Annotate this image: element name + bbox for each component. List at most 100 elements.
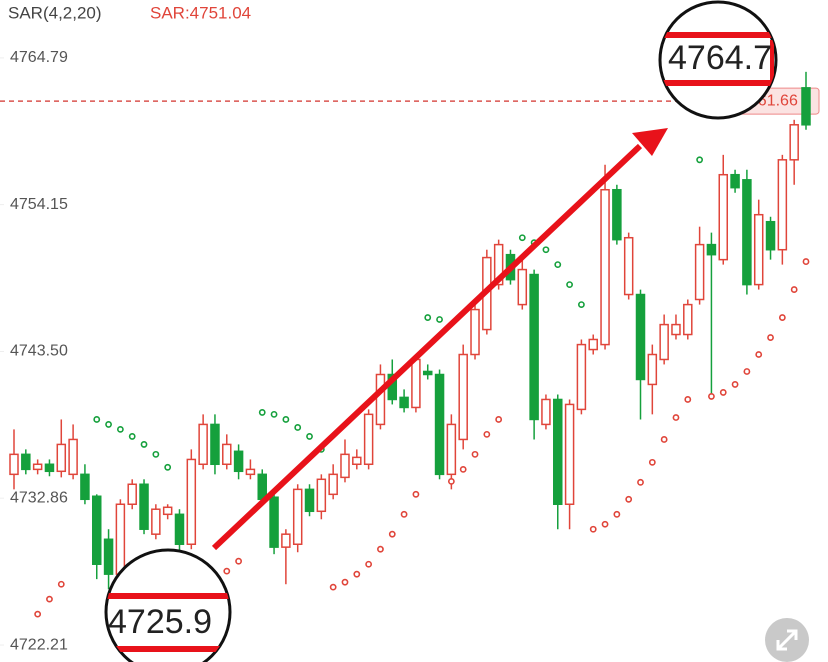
sar-dot [802,258,810,265]
sar-dot [778,314,786,321]
candle-body [623,236,634,296]
sar-dot [578,301,585,308]
sar-dot [353,570,361,578]
sar-dot [731,381,739,388]
sar-dot [93,416,101,423]
sar-dot [152,450,160,458]
sar-dot [566,281,573,289]
sar-dot [235,557,242,565]
sar-dot [329,583,337,591]
candle-body [434,373,445,476]
candle-body [281,533,291,548]
magnifier-bottom: 4725.9 [104,548,232,662]
candle-body [174,513,185,545]
candle-body [765,220,776,251]
candle-body [411,358,421,409]
candle-body [103,538,114,575]
candle-body [151,508,161,535]
candle-body [789,124,799,161]
candle-body [162,506,173,516]
magnified-price: 4725.9 [108,603,212,641]
candle-body [493,243,504,286]
sar-dot [128,433,136,440]
candle-body [21,453,31,471]
sar-dot [483,430,491,438]
sar-dot [223,567,231,575]
sar-dot [57,580,65,588]
sar-dot [743,368,751,375]
candle-body [68,438,78,476]
candle-body [470,308,480,356]
sar-dot [471,450,479,458]
candle-body [32,463,43,471]
sar-dot [258,409,266,416]
sar-dot [388,530,396,538]
candle-body [399,396,409,409]
sar-dot [459,465,467,473]
candle-body [529,273,539,421]
sar-dot [282,416,290,423]
y-tick-label: 4722.21 [10,636,68,653]
sar-dot [660,436,668,443]
magnified-price: 4764.7 [668,39,772,77]
candle-body [340,453,350,479]
candle-body [730,173,740,189]
sar-dot [648,458,656,466]
candle-body [683,303,693,336]
trend-arrow [211,128,668,551]
candle-body [127,483,137,506]
candle-body [292,488,303,545]
candle-body [316,478,327,513]
sar-dot [601,520,609,528]
sar-dot [436,316,443,323]
sar-dot [589,525,597,533]
expand-button[interactable] [765,618,809,662]
candle-body [245,468,256,476]
sar-dot [140,441,148,448]
candle-body [222,443,232,466]
candle-body [186,458,197,545]
candle-body [328,473,338,496]
candle-body [198,423,208,466]
candle-body [718,173,729,261]
sar-dot [495,416,503,423]
candle-body [304,488,315,513]
y-tick-label: 4754.15 [10,196,68,213]
candle-body [56,443,67,473]
candle-body [458,353,468,441]
candle-body [115,503,126,575]
candle-body [694,243,705,301]
sar-dot [424,314,432,321]
candle-body [576,343,587,411]
plot-area: 4764.794754.154743.504732.864722.214761.… [0,49,820,653]
y-tick-label: 4732.86 [10,489,68,506]
sar-dot [34,610,42,618]
sar-dot [672,414,680,421]
sar-dot [684,396,692,403]
candle-body [659,323,669,361]
sar-dot [637,478,644,486]
sar-dot [755,351,763,358]
candle-body [671,323,681,336]
sar-dot [270,410,278,418]
sar-dot [613,510,621,518]
candle-body [91,495,102,565]
sar-dot [400,510,408,518]
candle-body [44,463,55,473]
y-tick-label: 4743.50 [10,343,68,360]
magnifier-top: 4764.7 [658,0,778,120]
sar-dot [719,389,727,396]
candle-body [612,188,622,241]
sar-dot [294,424,302,431]
sar-dot [116,425,124,433]
candle-body [363,413,374,466]
candle-body [139,483,149,530]
sar-dot [696,156,704,164]
candle-body [647,353,658,386]
candle-body [635,293,646,381]
candle-body [352,456,362,466]
sar-dot [306,433,313,440]
candle-body [269,496,279,548]
sar-dot [412,490,420,498]
